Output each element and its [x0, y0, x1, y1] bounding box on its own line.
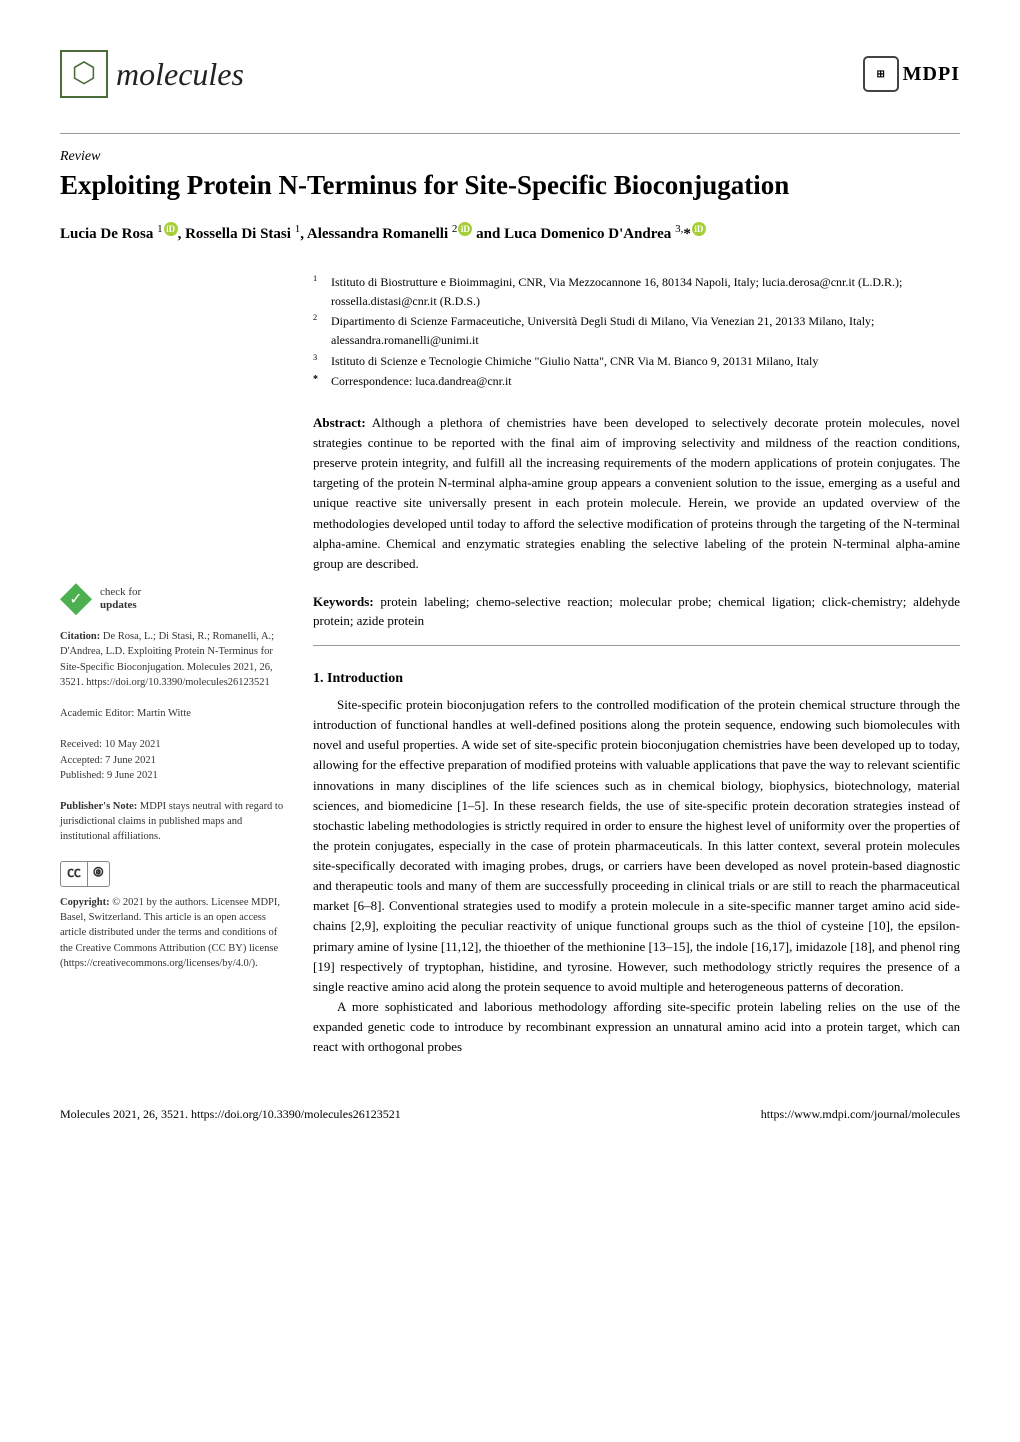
main-column: 1 Istituto di Biostrutture e Bioimmagini…: [313, 273, 960, 1057]
footer-left: Molecules 2021, 26, 3521. https://doi.or…: [60, 1105, 401, 1123]
check-updates-icon: ✓: [60, 583, 92, 615]
author: Lucia De Rosa 1iD: [60, 226, 178, 242]
journal-logo: ⬡ molecules: [60, 50, 244, 98]
affiliation: 2 Dipartimento di Scienze Farmaceutiche,…: [313, 312, 960, 349]
section-divider: [313, 645, 960, 646]
abstract-text: Although a plethora of chemistries have …: [313, 415, 960, 571]
article-type: Review: [60, 146, 960, 167]
paragraph: Site-specific protein bioconjugation ref…: [313, 695, 960, 997]
journal-icon: ⬡: [60, 50, 108, 98]
correspondence: * Correspondence: luca.dandrea@cnr.it: [313, 372, 960, 391]
abstract-label: Abstract:: [313, 415, 366, 430]
pubnote-label: Publisher's Note:: [60, 801, 137, 812]
editor-block: Academic Editor: Martin Witte: [60, 706, 285, 721]
affiliation: 3 Istituto di Scienze e Tecnologie Chimi…: [313, 352, 960, 371]
copyright-label: Copyright:: [60, 897, 110, 908]
cc-icon: ㏄🄍: [60, 861, 110, 887]
citation-label: Citation:: [60, 631, 100, 642]
abstract: Abstract: Although a plethora of chemist…: [313, 413, 960, 574]
mdpi-icon: ⊞: [863, 56, 899, 92]
citation-block: Citation: De Rosa, L.; Di Stasi, R.; Rom…: [60, 629, 285, 690]
keywords-text: protein labeling; chemo-selective reacti…: [313, 594, 960, 629]
divider: [60, 133, 960, 134]
author: Rossella Di Stasi 1: [185, 226, 300, 242]
publisher-logo: ⊞ MDPI: [863, 56, 960, 92]
affiliation: 1 Istituto di Biostrutture e Bioimmagini…: [313, 273, 960, 310]
orcid-icon: iD: [164, 222, 178, 236]
dates-block: Received: 10 May 2021 Accepted: 7 June 2…: [60, 737, 285, 783]
author: Alessandra Romanelli 2iD: [307, 226, 473, 242]
author: Luca Domenico D'Andrea 3,*iD: [504, 226, 706, 242]
copyright-block: Copyright: © 2021 by the authors. Licens…: [60, 895, 285, 971]
body-text: Site-specific protein bioconjugation ref…: [313, 695, 960, 1058]
molecule-icon: ⬡: [72, 53, 96, 95]
header: ⬡ molecules ⊞ MDPI: [60, 50, 960, 98]
section-heading: 1. Introduction: [313, 668, 960, 689]
editor-name: Martin Witte: [137, 708, 191, 719]
article-title: Exploiting Protein N-Terminus for Site-S…: [60, 169, 960, 203]
journal-name: molecules: [116, 50, 244, 98]
check-for-updates[interactable]: ✓ check for updates: [60, 583, 285, 615]
authors-line: Lucia De Rosa 1iD, Rossella Di Stasi 1, …: [60, 221, 960, 246]
editor-label: Academic Editor:: [60, 708, 134, 719]
affiliations: 1 Istituto di Biostrutture e Bioimmagini…: [313, 273, 960, 391]
footer-right: https://www.mdpi.com/journal/molecules: [761, 1105, 960, 1123]
paragraph: A more sophisticated and laborious metho…: [313, 997, 960, 1057]
keywords-label: Keywords:: [313, 594, 374, 609]
sidebar: ✓ check for updates Citation: De Rosa, L…: [60, 273, 285, 1057]
check-updates-label: check for updates: [100, 586, 141, 612]
publisher-name: MDPI: [903, 59, 960, 89]
orcid-icon: iD: [458, 222, 472, 236]
keywords: Keywords: protein labeling; chemo-select…: [313, 592, 960, 631]
published-date: Published: 9 June 2021: [60, 768, 285, 783]
publisher-note-block: Publisher's Note: MDPI stays neutral wit…: [60, 799, 285, 845]
cc-license-badge: ㏄🄍: [60, 861, 285, 887]
orcid-icon: iD: [692, 222, 706, 236]
accepted-date: Accepted: 7 June 2021: [60, 753, 285, 768]
footer: Molecules 2021, 26, 3521. https://doi.or…: [60, 1097, 960, 1123]
received-date: Received: 10 May 2021: [60, 737, 285, 752]
